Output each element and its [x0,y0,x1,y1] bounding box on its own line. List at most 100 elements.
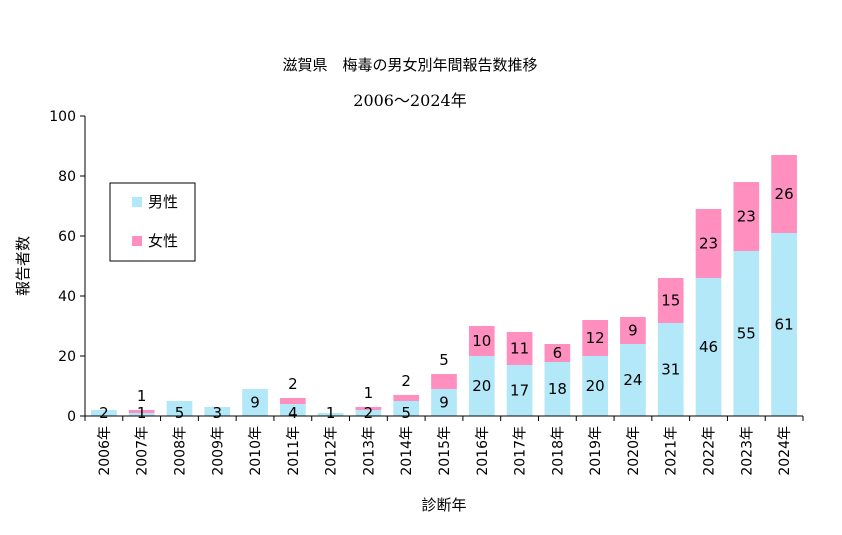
chart-title: 滋賀県 梅毒の男女別年間報告数推移 [282,56,537,74]
chart-subtitle: 2006～2024年 [353,91,466,110]
bar-male-18 [771,233,797,416]
bar-male-6 [317,413,344,416]
data-label-male-4: 9 [250,394,260,412]
x-tick-label-9: 2015年 [437,426,453,476]
bar-female-9 [431,374,457,389]
data-label-male-0: 2 [99,404,109,422]
x-tick-label-15: 2021年 [664,426,680,476]
data-label-male-13: 20 [586,377,605,395]
y-tick-label-2: 40 [58,289,76,305]
data-label-male-14: 24 [623,371,642,389]
bar-female-7 [355,407,382,410]
legend: 男性 女性 [109,182,196,262]
y-tick-label-1: 20 [58,349,76,365]
data-label-female-13: 12 [586,329,605,347]
x-tick-label-12: 2018年 [550,426,566,476]
data-label-female-9: 5 [439,351,449,369]
x-tick-label-1: 2007年 [135,426,151,476]
x-tick-label-8: 2014年 [399,426,415,476]
x-axis-label: 診断年 [421,496,466,514]
data-label-female-5: 2 [288,375,298,393]
bar-female-15 [657,278,684,323]
data-label-female-14: 9 [628,322,638,340]
bars-layer [91,155,797,416]
legend-label-male: 男性 [148,193,178,211]
x-tick-label-6: 2012年 [324,426,340,476]
bar-male-17 [733,251,760,416]
data-label-male-9: 9 [439,394,449,412]
legend-swatch-male [132,197,142,207]
bar-female-14 [620,317,646,344]
data-label-male-16: 46 [699,338,718,356]
data-label-male-3: 3 [212,404,222,422]
data-label-male-17: 55 [737,325,756,343]
data-label-male-11: 17 [510,382,529,400]
y-tick-label-0: 0 [67,409,76,425]
data-label-female-11: 11 [510,340,529,358]
bar-male-13 [582,356,609,416]
x-tick-label-4: 2010年 [248,426,264,476]
x-tick-label-17: 2023年 [739,426,755,476]
x-tick-label-16: 2022年 [702,426,718,476]
data-label-female-17: 23 [737,208,756,226]
data-label-male-1: 1 [137,404,147,422]
x-tick-label-14: 2020年 [626,426,642,476]
data-label-male-10: 20 [472,377,491,395]
bar-female-12 [544,344,571,362]
bar-female-8 [393,395,420,401]
bar-male-10 [468,356,495,416]
legend-box [109,182,196,262]
bar-male-2 [166,401,193,416]
x-tick-label-11: 2017年 [513,426,529,476]
bar-female-18 [771,155,797,233]
legend-label-female: 女性 [148,232,178,250]
data-label-female-7: 1 [364,384,374,402]
bar-male-8 [393,401,420,416]
bar-male-12 [544,362,571,416]
data-label-male-6: 1 [326,404,336,422]
axes-layer: 2006年 2007年 2008年 2009年 2010年 2011年 2012年 2013年… [49,109,804,476]
y-tick-label-4: 80 [58,169,76,185]
x-tick-label-13: 2019年 [588,426,604,476]
data-label-male-7: 2 [364,404,374,422]
data-label-male-8: 5 [401,404,411,422]
data-label-male-2: 5 [175,404,185,422]
data-label-male-5: 4 [288,404,298,422]
data-label-female-8: 2 [401,372,411,390]
y-axis-label: 報告者数 [14,236,32,296]
y-tick-label-5: 100 [49,109,76,125]
bar-male-0 [91,410,117,416]
data-label-female-16: 23 [699,235,718,253]
bar-male-5 [279,404,306,416]
bar-male-9 [431,389,457,416]
data-label-male-15: 31 [661,361,680,379]
x-tick-label-7: 2013年 [361,426,377,476]
bar-female-17 [733,182,760,251]
data-label-female-1: 1 [137,387,147,405]
data-label-male-18: 61 [775,316,794,334]
data-label-female-15: 15 [661,292,680,310]
bar-female-1 [128,410,155,413]
bar-male-15 [657,323,684,416]
bar-male-11 [506,365,533,416]
y-tick-label-3: 60 [58,229,76,245]
bar-male-3 [204,407,231,416]
x-tick-label-18: 2024年 [777,426,793,476]
bar-male-16 [695,278,722,416]
bar-male-4 [242,389,268,416]
bar-male-14 [620,344,646,416]
bar-female-10 [468,326,495,356]
x-tick-label-2: 2008年 [172,426,188,476]
legend-swatch-female [132,236,142,246]
x-tick-label-0: 2006年 [97,426,113,476]
bar-male-1 [128,413,155,416]
x-tick-label-5: 2011年 [286,426,302,476]
data-label-female-10: 10 [472,332,491,350]
x-tick-label-10: 2016年 [475,426,491,476]
data-label-female-18: 26 [775,185,794,203]
bar-female-13 [582,320,609,356]
bar-male-7 [355,410,382,416]
bar-female-5 [279,398,306,404]
